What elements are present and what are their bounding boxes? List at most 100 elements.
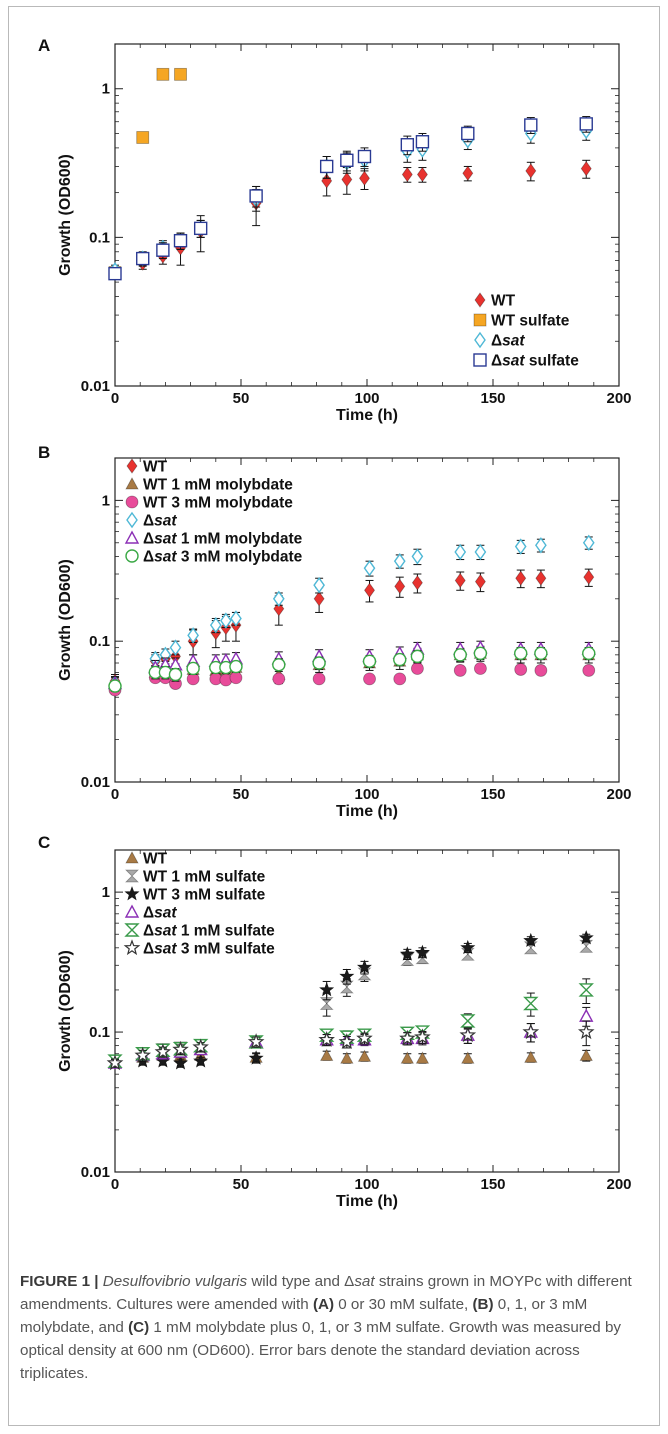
data-point [415, 135, 430, 149]
data-point [136, 251, 150, 266]
x-tick-label: 0 [111, 786, 119, 803]
data-point [474, 543, 487, 561]
data-point [416, 166, 428, 183]
legend-label: Δsat 1 mM sulfate [143, 923, 275, 940]
data-point [459, 1026, 477, 1043]
y-tick-label: 1 [102, 81, 110, 98]
series--sat-3-mm-molybdate [108, 646, 596, 693]
data-point [524, 1050, 538, 1063]
data-point [578, 930, 594, 945]
legend-label: WT sulfate [491, 313, 570, 330]
data-point [174, 67, 187, 81]
data-point [582, 534, 595, 551]
data-point [515, 570, 527, 586]
series--sat [109, 122, 593, 279]
caption-ref-a: (A) [312, 1296, 335, 1313]
x-tick-label: 100 [354, 1176, 379, 1193]
x-tick-label: 150 [480, 390, 505, 407]
data-point [461, 1051, 475, 1064]
panel-label: B [38, 443, 50, 462]
data-point [319, 159, 334, 174]
data-point [454, 572, 466, 589]
legend-label: Δsat [491, 333, 525, 350]
caption-text: 1 mM molybdate plus 0, 1, or 3 mM sulfat… [20, 1319, 622, 1382]
series-wt-3-mm-sulfate [107, 930, 594, 1070]
data-point [319, 997, 334, 1010]
legend-marker [474, 331, 486, 349]
legend-label: Δsat sulfate [491, 353, 579, 370]
legend-label: Δsat 3 mM molybdate [143, 549, 303, 566]
y-tick-label: 0.1 [89, 1024, 110, 1041]
data-point [272, 658, 286, 672]
legend-label: WT [143, 851, 168, 868]
legend-marker [126, 458, 138, 474]
data-point [173, 233, 188, 248]
data-point [319, 982, 335, 997]
data-point [579, 117, 593, 131]
data-point [312, 656, 326, 670]
data-point [187, 627, 199, 644]
data-point [577, 1023, 595, 1040]
x-axis-title: Time (h) [336, 803, 398, 820]
data-point [525, 163, 537, 179]
data-point [312, 672, 326, 686]
legend-label: WT [491, 293, 516, 310]
y-axis-title: Growth (OD600) [57, 154, 74, 276]
data-point [414, 1028, 431, 1045]
x-tick-label: 200 [606, 390, 631, 407]
data-point [230, 610, 242, 627]
data-point [340, 153, 354, 168]
data-point [363, 672, 376, 686]
data-point [358, 170, 370, 186]
chart-panel-c: C 0 50 100 150 200 0.01 0.1 1 Time (h) Growth (OD6… [38, 833, 632, 1210]
data-point [522, 1023, 540, 1040]
series--sat-3-mm-sulfate [106, 1020, 595, 1071]
data-point [414, 944, 430, 959]
data-point [582, 646, 596, 661]
caption-sat: sat [354, 1273, 375, 1290]
data-point [410, 649, 425, 664]
data-point [410, 662, 424, 675]
legend-marker [473, 313, 487, 327]
data-point [399, 1029, 416, 1046]
legend-label: Δsat 3 mM sulfate [143, 941, 275, 958]
legend-marker [125, 549, 139, 563]
caption-ref-c: (C) [128, 1319, 150, 1336]
x-tick-label: 150 [480, 1176, 505, 1193]
legend-marker [124, 923, 140, 937]
legend-marker [473, 353, 487, 367]
legend-marker [474, 292, 486, 308]
data-point [393, 552, 406, 570]
data-point [156, 67, 170, 81]
data-point [579, 1048, 593, 1061]
caption-ref-b: (B) [472, 1296, 494, 1313]
data-point [249, 189, 263, 203]
data-point [474, 573, 486, 590]
caption-text: strains grown in MOYPc with different am… [20, 1273, 632, 1313]
data-point [154, 1043, 172, 1060]
panel-label: C [38, 833, 50, 852]
legend-marker [123, 939, 141, 956]
data-point [247, 1033, 265, 1049]
data-point [415, 1051, 430, 1064]
data-point [579, 1008, 594, 1022]
data-point [534, 646, 548, 661]
data-point [272, 590, 285, 608]
data-point [209, 616, 222, 634]
data-point [173, 1055, 189, 1070]
data-point [356, 1029, 373, 1046]
data-point [313, 591, 325, 607]
data-point [272, 672, 286, 686]
data-point [453, 648, 467, 662]
x-axis-title: Time (h) [336, 407, 398, 424]
data-point [193, 221, 208, 236]
plot-frame [114, 43, 620, 387]
data-point [523, 932, 539, 947]
legend-label: WT [143, 459, 168, 476]
data-point [318, 1031, 335, 1047]
data-point [583, 569, 595, 585]
legend-marker [125, 869, 139, 883]
chart-panel-b: B 0 50 100 150 200 0.01 0.1 1 Time (h) Growth (OD6… [38, 443, 632, 820]
